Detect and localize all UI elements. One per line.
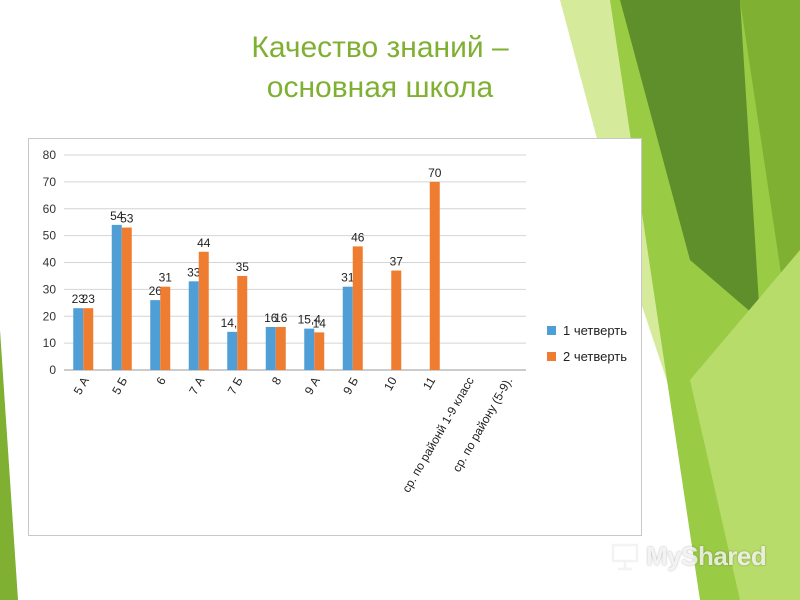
presentation-board-icon — [610, 541, 640, 571]
legend-swatch-series-2 — [547, 351, 556, 361]
legend-item-series-2: 2 четверть — [547, 343, 627, 369]
slide-title-line-1: Качество знаний – — [251, 31, 509, 64]
y-tick-label: 40 — [43, 256, 57, 270]
x-tick-label: 6 — [153, 374, 169, 387]
y-tick-label: 10 — [43, 336, 57, 350]
bar-chart: 0 10 20 30 40 50 60 70 80 5 А 5 Б 6 7 А 7 Б 8 9 А 9 Б 10 1… — [43, 148, 526, 495]
legend-item-series-1: 1 четверть — [547, 317, 627, 343]
bar-series-2 — [314, 332, 325, 370]
data-label-series-2: 53 — [120, 212, 134, 226]
data-label-series-2: 70 — [428, 166, 442, 180]
data-label-series-1: 16 — [264, 311, 278, 325]
bar-series-1 — [227, 331, 238, 370]
bar-series-1 — [304, 328, 315, 370]
watermark: MyShared — [610, 536, 770, 576]
data-label-series-2: 46 — [351, 230, 365, 244]
data-label-series-2: 37 — [390, 255, 404, 269]
watermark-text: MyShared — [646, 540, 767, 571]
data-label-series-2: 23 — [82, 292, 96, 306]
y-tick-label: 70 — [43, 175, 57, 189]
y-tick-label: 50 — [43, 229, 57, 243]
bar-series-2 — [391, 270, 402, 370]
data-label-series-2: 14 — [313, 316, 327, 330]
data-label-series-1: 26 — [149, 284, 163, 298]
bar-series-2 — [198, 251, 209, 370]
bar-series-1 — [188, 281, 199, 370]
bar-series-2 — [160, 286, 171, 370]
y-tick-label: 80 — [43, 148, 57, 162]
bar-series-2 — [275, 327, 286, 370]
legend-label-series-2: 2 четверть — [563, 348, 628, 364]
green-corner-left — [0, 330, 18, 600]
data-label-series-2: 44 — [197, 236, 211, 250]
chart-area: 0 10 20 30 40 50 60 70 80 5 А 5 Б 6 7 А 7 Б 8 9 А 9 Б 10 1… — [28, 138, 642, 536]
data-label-series-2: 16 — [274, 311, 288, 325]
x-tick-label: 5 Б — [109, 374, 130, 397]
legend-label-series-1: 1 четверть — [563, 322, 628, 338]
data-label-series-2: 35 — [236, 260, 250, 274]
green-stripe-dark — [620, 0, 760, 320]
bar-series-1 — [73, 308, 84, 370]
y-tick-label: 30 — [43, 282, 57, 296]
bar-series-2 — [237, 275, 248, 370]
data-label-series-1: 15,4 — [298, 313, 322, 327]
bar-series-1 — [265, 327, 276, 370]
slide-title: Качество знаний – основная школа — [150, 28, 610, 108]
data-label-series-1: 31 — [341, 271, 355, 285]
x-tick-label: 7 Б — [225, 374, 246, 397]
chart-legend: 1 четверть 2 четверть — [547, 317, 627, 369]
bar-series-2 — [352, 246, 363, 370]
bar-series-2 — [83, 308, 94, 370]
y-tick-label: 20 — [43, 309, 57, 323]
x-tick-label: 9 А — [302, 375, 323, 398]
bar-series-1 — [111, 224, 122, 370]
x-tick-label: 7 А — [186, 375, 207, 398]
bar-series-1 — [150, 300, 161, 370]
x-tick-label: 5 А — [71, 375, 92, 398]
y-tick-label: 0 — [49, 363, 56, 377]
data-label-series-1: 54 — [110, 209, 124, 223]
data-label-series-1: 33 — [187, 265, 201, 279]
x-tick-label: 10 — [381, 374, 400, 393]
data-label-series-1: 23 — [72, 292, 86, 306]
data-label-series-2: 31 — [159, 271, 173, 285]
bar-series-2 — [121, 227, 132, 370]
green-stripe-bottom — [690, 250, 800, 600]
x-tick-label: 8 — [269, 374, 285, 387]
bar-series-2 — [429, 181, 440, 370]
x-tick-label: 9 Б — [340, 374, 361, 397]
y-tick-label: 60 — [43, 202, 57, 216]
x-tick-label: ср. по районй 1-9 класс — [399, 375, 477, 495]
bar-series-1 — [342, 286, 353, 370]
slide-title-line-2: основная школа — [266, 71, 494, 104]
legend-swatch-series-1 — [547, 325, 556, 335]
x-tick-label: 11 — [420, 374, 439, 392]
